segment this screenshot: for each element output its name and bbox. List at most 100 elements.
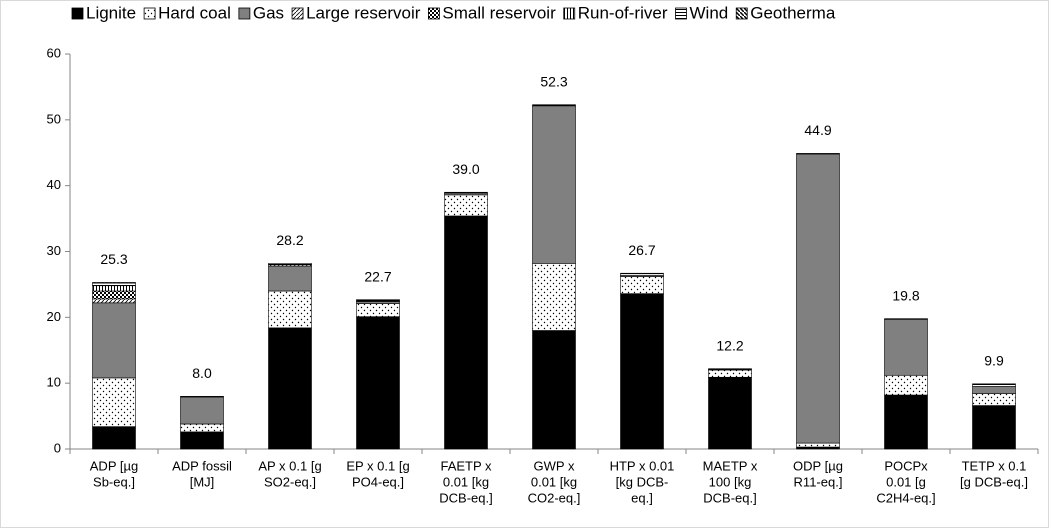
legend-label: Hard coal bbox=[158, 3, 231, 22]
x-tick-label: CO2-eq.] bbox=[528, 490, 581, 505]
bar-segment bbox=[796, 153, 840, 155]
bar-segment bbox=[444, 215, 488, 450]
x-tick-label: [MJ] bbox=[190, 474, 215, 489]
x-tick-label: Sb-eq.] bbox=[93, 474, 135, 489]
legend-label: Large reservoir bbox=[306, 3, 421, 22]
y-tick-label: 50 bbox=[47, 111, 61, 126]
legend-swatch bbox=[675, 7, 687, 20]
x-tick-label: SO2-eq.] bbox=[264, 474, 316, 489]
x-tick-label: POCPx bbox=[884, 458, 928, 473]
x-tick-label: [kg DCB- bbox=[616, 474, 669, 489]
bar-segment bbox=[444, 194, 488, 217]
x-tick-label: FAETP x bbox=[440, 458, 492, 473]
legend-swatch bbox=[291, 7, 304, 20]
x-tick-label: MAETP x bbox=[703, 458, 758, 473]
bar-segment bbox=[884, 374, 928, 396]
y-tick-label: 20 bbox=[47, 309, 61, 324]
total-label: 28.2 bbox=[276, 232, 303, 248]
y-tick-label: 60 bbox=[47, 45, 61, 60]
y-tick-label: 40 bbox=[47, 177, 61, 192]
x-tick-label: ADP fossil bbox=[172, 458, 232, 473]
bar-segment bbox=[92, 377, 136, 427]
x-tick-label: 0.01 [kg bbox=[443, 474, 489, 489]
legend-swatch bbox=[427, 7, 440, 20]
legend-label: Small reservoir bbox=[442, 3, 556, 22]
x-tick-label: 0.01 [kg bbox=[531, 474, 577, 489]
total-label: 22.7 bbox=[364, 268, 391, 284]
total-label: 52.3 bbox=[540, 73, 567, 89]
legend-swatch bbox=[563, 7, 576, 20]
total-label: 26.7 bbox=[628, 242, 655, 258]
legend-label: Gas bbox=[253, 3, 284, 22]
total-label: 8.0 bbox=[192, 365, 212, 381]
x-tick-label: C2H4-eq.] bbox=[876, 490, 935, 505]
bar-segment bbox=[180, 423, 224, 433]
bar-segment bbox=[620, 293, 664, 450]
x-tick-label: ODP [µg bbox=[793, 458, 843, 473]
bar-segment bbox=[884, 319, 928, 376]
bar-segment bbox=[180, 396, 224, 425]
y-tick-label: 10 bbox=[47, 375, 61, 390]
bar-segment bbox=[92, 282, 136, 284]
x-tick-label: [g DCB-eq.] bbox=[960, 474, 1028, 489]
bar-segment bbox=[884, 394, 928, 450]
bar-segment bbox=[268, 263, 312, 265]
legend-label: Wind bbox=[690, 3, 729, 22]
total-label: 19.8 bbox=[892, 287, 919, 303]
bar-segment bbox=[972, 386, 1016, 395]
x-tick-label: DCB-eq.] bbox=[439, 490, 492, 505]
bar-segment bbox=[532, 330, 576, 450]
total-label: 44.9 bbox=[804, 122, 831, 138]
bar-segment bbox=[972, 405, 1016, 450]
bar-segment bbox=[268, 327, 312, 450]
total-label: 12.2 bbox=[716, 337, 743, 353]
x-tick-label: 100 [kg bbox=[709, 474, 752, 489]
x-tick-label: GWP x bbox=[534, 458, 575, 473]
bar-segment bbox=[972, 383, 1016, 387]
y-tick-label: 30 bbox=[47, 243, 61, 258]
legend-swatch bbox=[735, 7, 748, 20]
total-label: 25.3 bbox=[100, 251, 127, 267]
bar-segment bbox=[708, 369, 752, 378]
legend-swatch bbox=[238, 7, 251, 20]
bar-segment bbox=[356, 303, 400, 317]
x-tick-label: HTP x 0.01 bbox=[610, 458, 675, 473]
bar-segment bbox=[796, 153, 840, 444]
bar-segment bbox=[972, 393, 1016, 406]
legend-swatch bbox=[143, 7, 156, 20]
total-label: 39.0 bbox=[452, 161, 479, 177]
total-label: 9.9 bbox=[984, 353, 1004, 369]
x-tick-label: ADP [µg bbox=[90, 458, 138, 473]
x-tick-label: eq.] bbox=[631, 490, 653, 505]
bar-segment bbox=[532, 104, 576, 107]
bar-segment bbox=[532, 106, 576, 264]
x-tick-label: PO4-eq.] bbox=[352, 474, 404, 489]
bar-segment bbox=[620, 276, 664, 294]
bar-segment bbox=[620, 272, 664, 276]
bar-segment bbox=[92, 426, 136, 450]
bar-segment bbox=[884, 318, 928, 320]
x-tick-label: 0.01 [g bbox=[886, 474, 926, 489]
bar-segment bbox=[92, 298, 136, 304]
x-tick-label: AP x 0.1 [g bbox=[258, 458, 321, 473]
bar-segment bbox=[92, 285, 136, 292]
bar-segment bbox=[708, 368, 752, 370]
bar-segment bbox=[268, 265, 312, 292]
bar-segment bbox=[532, 263, 576, 331]
x-tick-label: EP x 0.1 [g bbox=[346, 458, 409, 473]
bar-segment bbox=[356, 299, 400, 302]
legend-swatch bbox=[71, 7, 84, 20]
bar-segment bbox=[356, 316, 400, 450]
bar-segment bbox=[92, 290, 136, 300]
bar-segment bbox=[92, 282, 136, 287]
bar-segment bbox=[92, 302, 136, 379]
bar-segment bbox=[444, 191, 488, 194]
y-tick-label: 0 bbox=[54, 440, 61, 455]
x-tick-label: DCB-eq.] bbox=[703, 490, 756, 505]
bar-segment bbox=[268, 290, 312, 329]
x-tick-label: TETP x 0.1 bbox=[962, 458, 1027, 473]
bar-segment bbox=[708, 376, 752, 450]
legend: Lignite Hard coal Gas Large reservoir Small … bbox=[71, 3, 836, 22]
bar-segment bbox=[180, 431, 224, 450]
